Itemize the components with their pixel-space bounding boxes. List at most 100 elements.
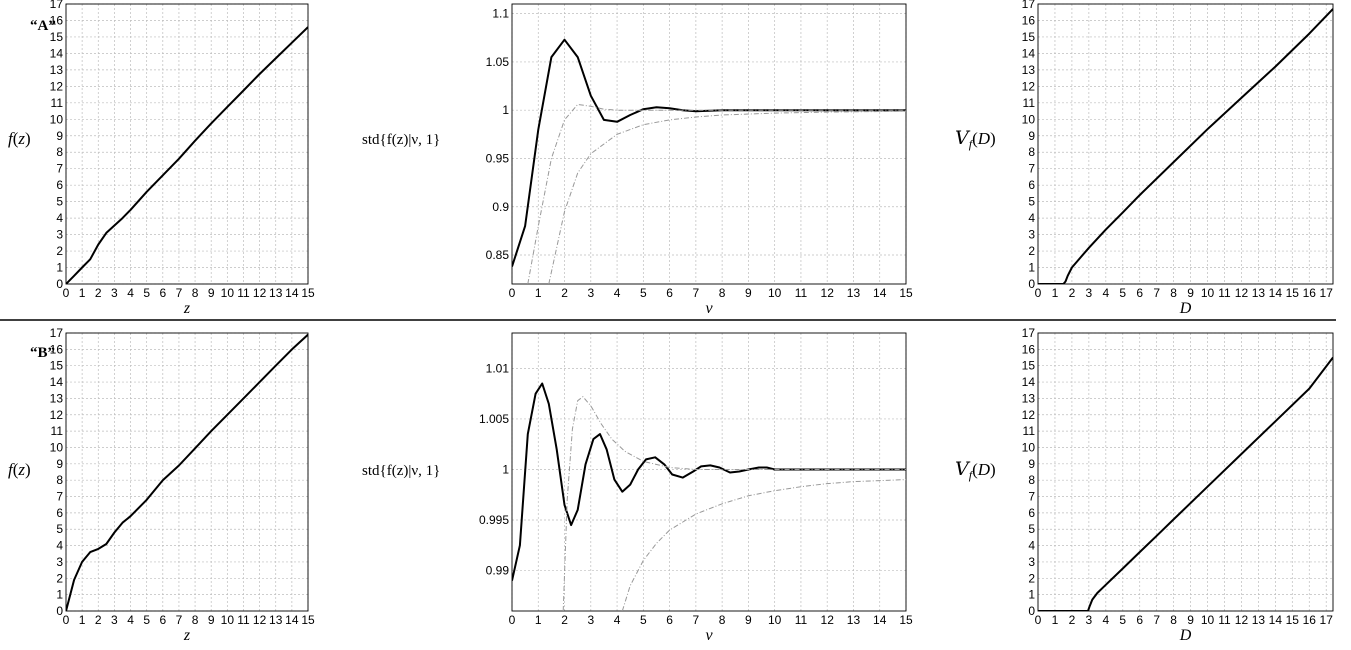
x-tick-label: 4 (127, 613, 134, 627)
x-tick-label: 2 (561, 613, 568, 627)
x-tick-label: 12 (1235, 286, 1249, 300)
x-tick-label: 2 (1069, 613, 1076, 627)
y-tick-label: 9 (1028, 129, 1035, 143)
x-tick-label: 10 (221, 613, 235, 627)
y-tick-label: 14 (1022, 46, 1036, 60)
x-tick-label: 13 (847, 613, 861, 627)
x-tick-label: 4 (614, 286, 621, 300)
x-tick-label: 7 (1153, 286, 1160, 300)
y-axis-label: f(z) (8, 460, 31, 479)
x-axis-label: D (1179, 627, 1192, 644)
y-tick-label: 6 (1028, 178, 1035, 192)
y-tick-label: 4 (56, 211, 63, 225)
x-tick-label: 5 (1119, 613, 1126, 627)
x-tick-label: 10 (768, 613, 782, 627)
x-tick-label: 0 (1035, 613, 1042, 627)
series-main-curve (512, 382, 906, 581)
x-tick-label: 0 (1035, 286, 1042, 300)
y-tick-label: 0 (56, 277, 63, 291)
y-tick-label: 17 (1022, 326, 1036, 340)
y-tick-label: 5 (56, 522, 63, 536)
y-tick-label: 13 (1022, 63, 1036, 77)
x-tick-label: 16 (1303, 286, 1317, 300)
y-tick-label: 16 (50, 342, 64, 356)
x-tick-label: 0 (63, 286, 70, 300)
x-tick-label: 12 (821, 613, 835, 627)
x-tick-label: 6 (1136, 613, 1143, 627)
y-tick-label: 4 (56, 539, 63, 553)
y-tick-label: 16 (1022, 13, 1036, 27)
x-tick-label: 3 (111, 286, 118, 300)
x-tick-label: 5 (640, 613, 647, 627)
x-tick-label: 14 (1269, 613, 1283, 627)
x-tick-label: 7 (693, 286, 700, 300)
x-tick-label: 15 (301, 286, 315, 300)
y-tick-label: 15 (1022, 30, 1036, 44)
y-tick-label: 2 (1028, 244, 1035, 258)
x-tick-label: 13 (269, 613, 283, 627)
y-tick-label: 9 (56, 129, 63, 143)
x-tick-label: 2 (561, 286, 568, 300)
x-tick-label: 5 (143, 613, 150, 627)
y-tick-label: 17 (50, 326, 64, 340)
y-axis-label: std{f(z)|ν, 1} (362, 463, 440, 479)
x-axis-label: ν (705, 300, 713, 317)
plot-frame (65, 332, 309, 612)
x-tick-label: 1 (79, 613, 86, 627)
y-tick-label: 10 (50, 112, 64, 126)
y-tick-label: 3 (1028, 555, 1035, 569)
x-tick-label: 13 (1252, 613, 1266, 627)
x-axis-label: z (183, 300, 191, 317)
y-tick-label: 17 (50, 0, 64, 11)
x-tick-label: 1 (1052, 613, 1059, 627)
y-tick-label: 13 (1022, 391, 1036, 405)
x-tick-label: 1 (535, 613, 542, 627)
x-tick-label: 11 (1218, 286, 1231, 300)
x-tick-label: 9 (745, 286, 752, 300)
x-tick-label: 8 (192, 613, 199, 627)
x-tick-label: 12 (821, 286, 835, 300)
x-tick-label: 16 (1303, 613, 1317, 627)
series-main-curve (1038, 356, 1333, 611)
x-tick-label: 15 (899, 286, 913, 300)
y-tick-label: 16 (50, 13, 64, 27)
x-axis-label: ν (705, 627, 713, 644)
x-tick-label: 11 (237, 286, 250, 300)
y-tick-label: 12 (50, 408, 64, 422)
y-tick-label: 1.05 (486, 55, 510, 69)
x-tick-label: 12 (253, 613, 267, 627)
y-tick-label: 1.1 (492, 7, 509, 21)
y-tick-label: 0 (56, 604, 63, 618)
y-tick-label: 0 (1028, 604, 1035, 618)
y-tick-label: 7 (1028, 162, 1035, 176)
x-tick-label: 14 (285, 286, 299, 300)
x-tick-label: 14 (873, 613, 887, 627)
y-tick-label: 0.99 (486, 564, 510, 578)
y-tick-label: 1 (502, 462, 509, 476)
x-tick-label: 6 (666, 286, 673, 300)
x-tick-label: 8 (192, 286, 199, 300)
x-tick-label: 9 (1187, 286, 1194, 300)
x-tick-label: 10 (221, 286, 235, 300)
x-tick-label: 11 (1218, 613, 1231, 627)
x-tick-label: 6 (159, 286, 166, 300)
x-tick-label: 3 (587, 613, 594, 627)
y-tick-label: 1.005 (479, 412, 509, 426)
panel-a-v: 0 1 2 3 4 5 6 7 8 9 10 11 12 13 14 15 16 1701234567891011… (955, 0, 1334, 317)
x-tick-label: 1 (535, 286, 542, 300)
y-tick-label: 13 (50, 391, 64, 405)
plot-frame (65, 3, 309, 285)
y-tick-label: 8 (1028, 145, 1035, 159)
y-tick-label: 0.95 (486, 151, 510, 165)
x-tick-label: 9 (208, 286, 215, 300)
x-tick-label: 8 (1170, 613, 1177, 627)
y-tick-label: 6 (56, 506, 63, 520)
x-tick-label: 7 (176, 286, 183, 300)
y-tick-label: 14 (50, 46, 64, 60)
y-tick-label: 4 (1028, 539, 1035, 553)
y-tick-label: 7 (56, 490, 63, 504)
panel-a-std: 0 1 2 3 4 5 6 7 8 9 10 11 12 13 14 150.850.90.9511.051.… (362, 3, 913, 317)
y-tick-label: 11 (51, 96, 64, 110)
x-tick-label: 15 (1286, 286, 1300, 300)
x-tick-label: 8 (719, 613, 726, 627)
